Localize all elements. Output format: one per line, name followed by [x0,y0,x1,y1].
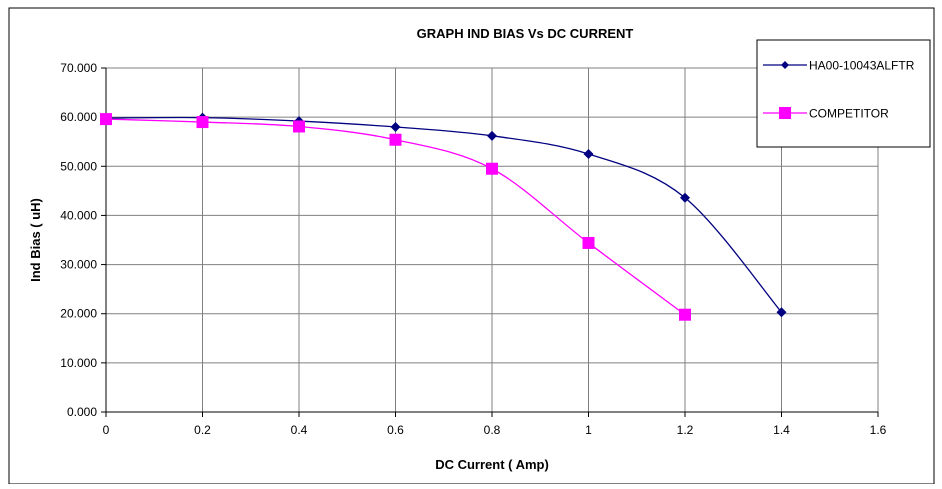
data-point-competitor [486,163,498,175]
legend: HA00-10043ALFTR COMPETITOR [757,40,930,147]
data-point-competitor [390,134,402,146]
data-point-competitor [197,116,209,128]
legend-marker-competitor [779,107,791,119]
y-tick-label: 30.000 [60,258,97,272]
x-tick-label: 1 [585,423,592,437]
data-point-competitor [100,113,112,125]
legend-box [757,40,930,147]
x-axis-label: DC Current ( Amp) [435,457,549,472]
legend-label-competitor: COMPETITOR [809,107,889,121]
x-tick-label: 1.4 [773,423,790,437]
y-axis-label: Ind Bias ( uH) [28,198,43,282]
y-tick-label: 40.000 [60,208,97,222]
y-tick-label: 50.000 [60,159,97,173]
y-tick-label: 10.000 [60,356,97,370]
y-tick-label: 70.000 [60,61,97,75]
x-tick-label: 0.6 [387,423,404,437]
y-tick-label: 60.000 [60,110,97,124]
x-tick-label: 0.8 [484,423,501,437]
data-point-competitor [293,120,305,132]
x-tick-label: 1.2 [677,423,694,437]
x-tick-label: 0.4 [291,423,308,437]
y-tick-label: 0.000 [67,405,97,419]
y-tick-label: 20.000 [60,307,97,321]
x-tick-label: 0.2 [194,423,211,437]
data-point-competitor [583,237,595,249]
legend-label-ha00: HA00-10043ALFTR [809,59,915,73]
chart-title: GRAPH IND BIAS Vs DC CURRENT [417,26,634,41]
data-point-competitor [679,309,691,321]
x-tick-label: 0 [103,423,110,437]
x-tick-label: 1.6 [870,423,887,437]
